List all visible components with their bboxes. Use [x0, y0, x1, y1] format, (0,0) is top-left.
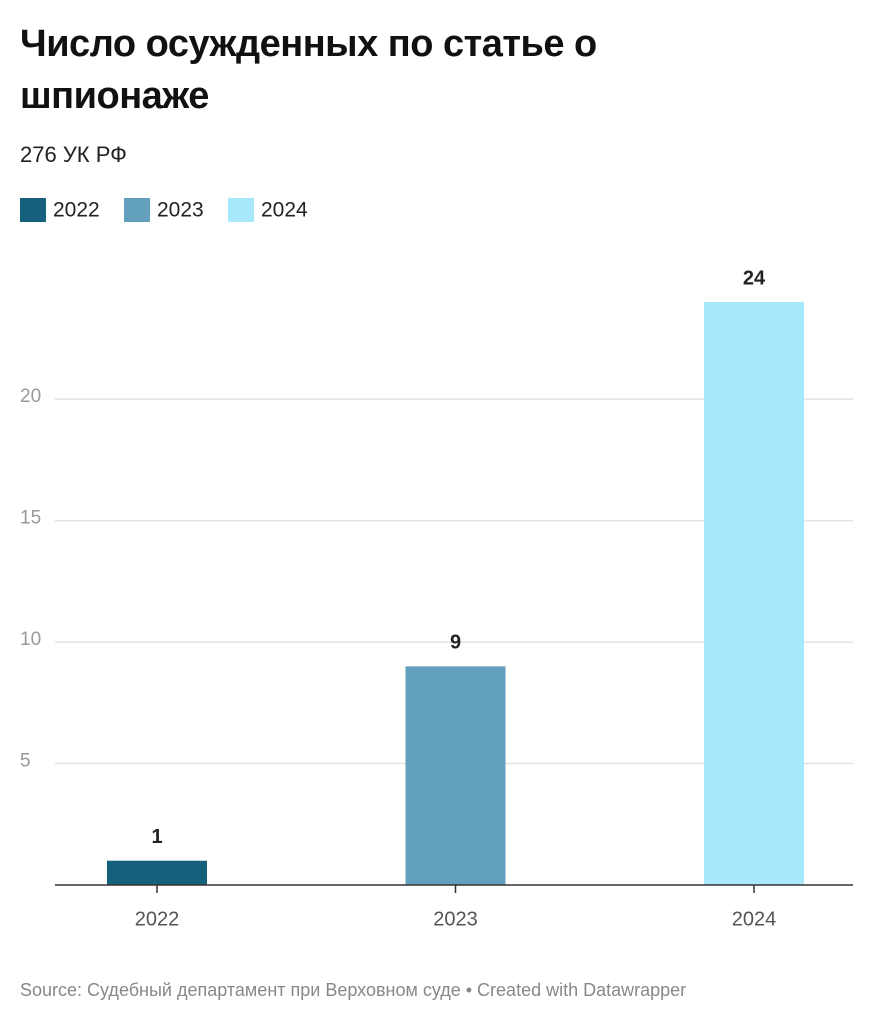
legend-swatch: [228, 198, 254, 222]
y-tick-label: 15: [20, 508, 41, 529]
legend-label: 2023: [157, 199, 204, 222]
legend-swatch: [20, 198, 46, 222]
y-tick-label: 20: [20, 386, 41, 407]
chart-title: Число осужденных по статье о шпионаже: [20, 23, 597, 117]
bar: [704, 302, 804, 885]
chart-subtitle: 276 УК РФ: [20, 142, 127, 167]
y-tick-label: 5: [20, 751, 31, 772]
bar: [107, 860, 207, 885]
data-label: 9: [450, 632, 461, 654]
source-note: Source: Судебный департамент при Верховн…: [20, 980, 687, 1000]
x-tick-label: 2024: [732, 908, 777, 930]
legend-swatch: [124, 198, 150, 222]
data-label: 24: [743, 267, 766, 289]
y-tick-label: 10: [20, 629, 41, 650]
x-tick-label: 2022: [135, 908, 180, 930]
chart: 2022 2023 2024 5 10 15 20 1 2022 9 2023 24 2024: [20, 198, 853, 930]
legend-label: 2022: [53, 199, 100, 222]
x-tick-label: 2023: [433, 908, 478, 930]
data-label: 1: [151, 826, 162, 848]
legend-label: 2024: [261, 199, 308, 222]
bar: [405, 666, 506, 885]
